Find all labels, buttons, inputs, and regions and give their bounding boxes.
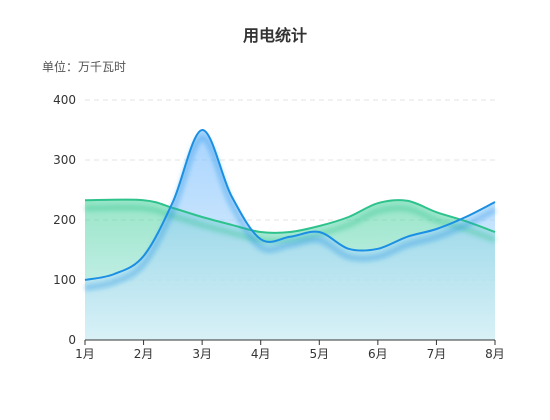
y-tick-label: 400 — [53, 93, 76, 107]
x-tick-label: 5月 — [309, 347, 329, 361]
y-tick-label: 100 — [53, 273, 76, 287]
series-2-shadow — [84, 135, 497, 291]
x-tick-label: 4月 — [251, 347, 271, 361]
series-2-line — [84, 129, 496, 281]
y-tick-label: 200 — [53, 213, 76, 227]
series-areas — [85, 129, 495, 340]
chart-title: 用电统计 — [242, 26, 307, 45]
y-tick-label: 300 — [53, 153, 76, 167]
series-lines — [84, 129, 497, 291]
series-1-shadow — [84, 204, 497, 244]
series-2-area — [85, 129, 495, 340]
x-tick-label: 8月 — [485, 347, 505, 361]
x-tick-label: 1月 — [75, 347, 95, 361]
x-tick-label: 6月 — [368, 347, 388, 361]
x-tick-label: 3月 — [192, 347, 212, 361]
y-tick-label: 0 — [68, 333, 76, 347]
unit-label: 单位：万千瓦时 — [42, 60, 127, 74]
x-tick-label: 7月 — [427, 347, 447, 361]
x-tick-label: 2月 — [134, 347, 154, 361]
axes: 0 100 200 300 400 1月 2月 3月 4月 5月 6月 7月 8月 — [53, 93, 505, 361]
